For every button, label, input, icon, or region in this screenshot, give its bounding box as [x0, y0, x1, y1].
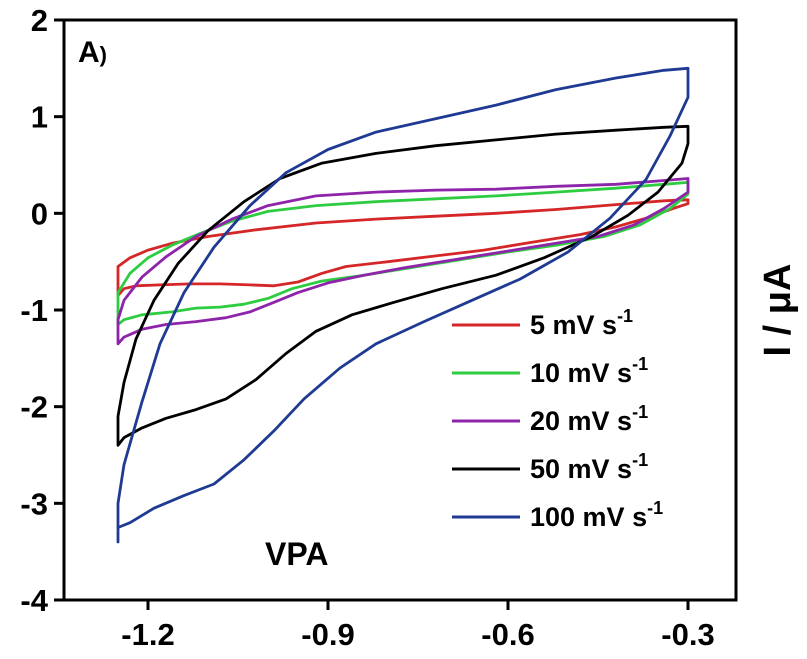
- x-axis: -1.2 -0.9 -0.6 -0.3: [121, 600, 715, 652]
- legend: 5 mV s-1 10 mV s-1 20 mV s-1 50 mV s-1 100 m…: [452, 306, 663, 532]
- series-layer: [116, 66, 690, 544]
- x-tick-label: -1.2: [121, 617, 174, 652]
- legend-label: 100 mV s-1: [530, 498, 663, 532]
- series-line-1: [116, 198, 690, 297]
- x-tick-label: -0.3: [661, 617, 714, 652]
- series-line-3: [116, 177, 690, 346]
- series-line-5: [116, 66, 690, 544]
- series-line-4: [116, 124, 690, 447]
- y-tick-label: -2: [20, 390, 48, 425]
- legend-label: 5 mV s-1: [530, 306, 633, 340]
- y-axis-title: I / μA: [757, 264, 799, 357]
- x-tick-label: -0.9: [301, 617, 354, 652]
- legend-label: 10 mV s-1: [530, 354, 648, 388]
- y-axis: 2 1 0 -1 -2 -3 -4: [20, 3, 64, 618]
- sample-annotation: VPA: [265, 536, 328, 572]
- y-tick-label: 1: [31, 100, 48, 135]
- y-tick-label: -4: [20, 583, 48, 618]
- y-tick-label: -3: [20, 486, 48, 521]
- legend-label: 20 mV s-1: [530, 402, 648, 436]
- panel-label: A): [78, 36, 107, 69]
- legend-label: 50 mV s-1: [530, 450, 648, 484]
- x-tick-label: -0.6: [481, 617, 534, 652]
- y-tick-label: 0: [31, 196, 48, 231]
- series-line-2: [116, 181, 690, 326]
- y-tick-label: -1: [20, 293, 48, 328]
- y-tick-label: 2: [31, 3, 48, 38]
